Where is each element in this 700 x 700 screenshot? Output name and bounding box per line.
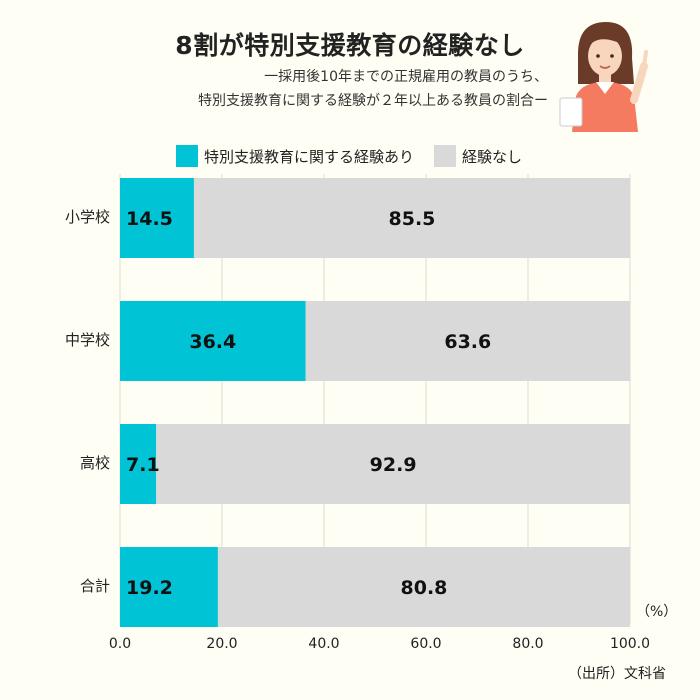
data-label-experienced: 36.4: [189, 331, 236, 353]
data-label-no-experience: 92.9: [370, 454, 417, 476]
chart-title: 8割が特別支援教育の経験なし: [175, 31, 525, 60]
chart-subtitle-line1: 一採用後10年までの正規雇用の教員のうち、: [264, 69, 548, 85]
data-label-experienced: 14.5: [126, 208, 173, 230]
axis-unit-label: （%）: [636, 604, 678, 620]
category-label-total: 合計: [79, 577, 110, 595]
x-tick-label: 20.0: [206, 636, 237, 652]
bar-segment-no-experience: [193, 178, 630, 258]
bar-segment-no-experience: [217, 547, 631, 627]
x-tick-label: 0.0: [109, 636, 131, 652]
chart-subtitle-line2: 特別支援教育に関する経験が２年以上ある教員の割合ー: [198, 93, 548, 109]
legend-label-no-experience: 経験なし: [462, 147, 523, 166]
category-label-elementary: 小学校: [64, 208, 110, 226]
x-tick-label: 100.0: [610, 636, 650, 652]
presenter-illustration: [559, 22, 648, 132]
chart-legend: 特別支援教育に関する経験あり 経験なし: [176, 143, 542, 169]
source-note: （出所）文科省: [568, 666, 666, 682]
bar-segment-no-experience: [305, 301, 630, 381]
legend-label-experienced: 特別支援教育に関する経験あり: [204, 147, 415, 166]
bar-segment-experienced: [120, 178, 194, 258]
bar-segment-experienced: [120, 547, 218, 627]
data-label-experienced: 19.2: [126, 577, 173, 599]
x-tick-label: 60.0: [410, 636, 441, 652]
category-label-high-school: 高校: [79, 454, 110, 472]
bar-segment-no-experience: [156, 424, 630, 504]
x-tick-label: 80.0: [512, 636, 543, 652]
bar-segment-experienced: [120, 424, 157, 504]
data-label-experienced: 7.1: [126, 454, 160, 476]
legend-swatch-no-experience: [434, 145, 457, 167]
legend-swatch-experienced: [176, 145, 198, 167]
data-label-no-experience: 80.8: [401, 577, 448, 599]
data-label-no-experience: 85.5: [389, 208, 436, 230]
data-label-no-experience: 63.6: [444, 331, 491, 353]
x-tick-label: 40.0: [308, 636, 339, 652]
category-label-junior-high: 中学校: [64, 331, 110, 349]
bar-segment-experienced: [120, 301, 306, 381]
